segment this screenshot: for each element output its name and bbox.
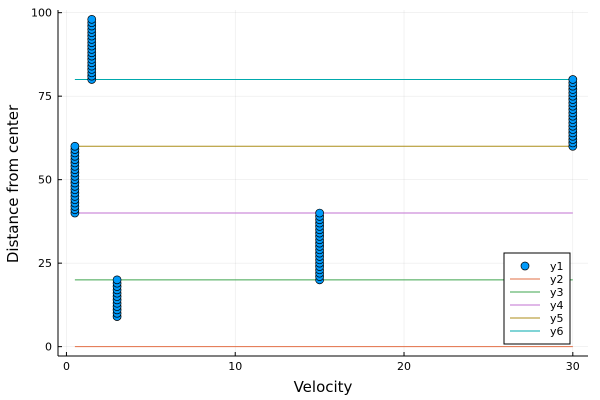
- legend-label-y6: y6: [550, 325, 564, 338]
- axes: [57, 10, 588, 357]
- legend-label-y2: y2: [550, 273, 564, 286]
- line-series-layer: [74, 78, 573, 348]
- y-axis-label: Distance from center: [4, 104, 22, 263]
- y-tick-label-3: 75: [38, 90, 52, 103]
- x-tick-label-0: 0: [63, 360, 70, 373]
- x-tick-label-3: 30: [566, 360, 580, 373]
- y-tick-label-4: 100: [31, 7, 52, 20]
- scatter-point-3-20: [315, 208, 324, 218]
- x-tick-label-1: 10: [228, 360, 242, 373]
- scatter-point-1-18: [87, 15, 97, 24]
- scatter-points-layer: [70, 15, 578, 321]
- y-tick-label-1: 25: [38, 257, 52, 270]
- y-tick-label-2: 50: [38, 174, 52, 187]
- scatter-point-2-11: [112, 275, 122, 285]
- x-axis-label: Velocity: [294, 378, 353, 396]
- legend-label-y5: y5: [550, 312, 564, 325]
- legend-box: [503, 252, 571, 345]
- scatter-point-4-20: [568, 75, 578, 84]
- x-tick-label-2: 20: [397, 360, 411, 373]
- y-tick-label-0: 0: [45, 341, 52, 354]
- legend-label-y4: y4: [550, 299, 564, 312]
- legend-label-y1: y1: [550, 260, 564, 273]
- legend-marker-y1: [520, 261, 530, 271]
- tick-labels: 0 10 20 30 0 25 50 75 100: [31, 7, 580, 373]
- scatter-point-0-20: [70, 141, 80, 151]
- legend-label-y3: y3: [550, 286, 564, 299]
